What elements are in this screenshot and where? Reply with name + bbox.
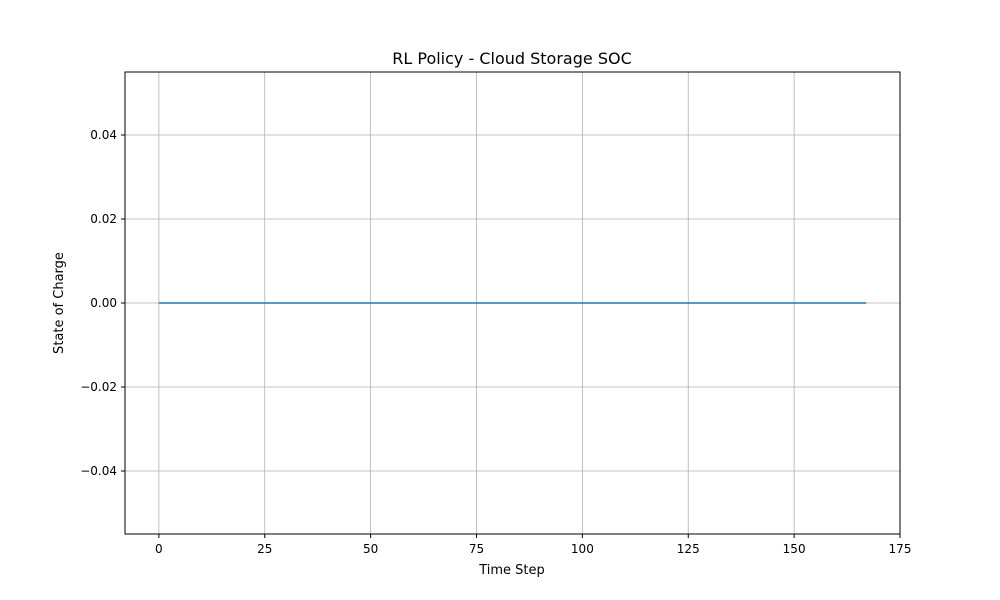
x-tick-label: 175 [889, 542, 912, 556]
x-tick-label: 100 [571, 542, 594, 556]
y-tick-label: 0.04 [90, 128, 117, 142]
y-axis: −0.04 −0.02 0.00 0.02 0.04 [80, 128, 125, 478]
x-tick-label: 50 [363, 542, 378, 556]
x-tick-label: 150 [783, 542, 806, 556]
x-axis: 0 25 50 75 100 125 150 175 [155, 534, 911, 556]
y-axis-label: State of Charge [52, 252, 67, 354]
y-tick-label: 0.02 [90, 212, 117, 226]
y-tick-label: −0.04 [80, 464, 117, 478]
x-tick-label: 125 [677, 542, 700, 556]
y-tick-label: −0.02 [80, 380, 117, 394]
x-tick-label: 75 [469, 542, 484, 556]
x-tick-label: 0 [155, 542, 163, 556]
chart-title: RL Policy - Cloud Storage SOC [392, 49, 631, 68]
y-tick-label: 0.00 [90, 296, 117, 310]
x-tick-label: 25 [257, 542, 272, 556]
x-axis-label: Time Step [478, 563, 545, 578]
